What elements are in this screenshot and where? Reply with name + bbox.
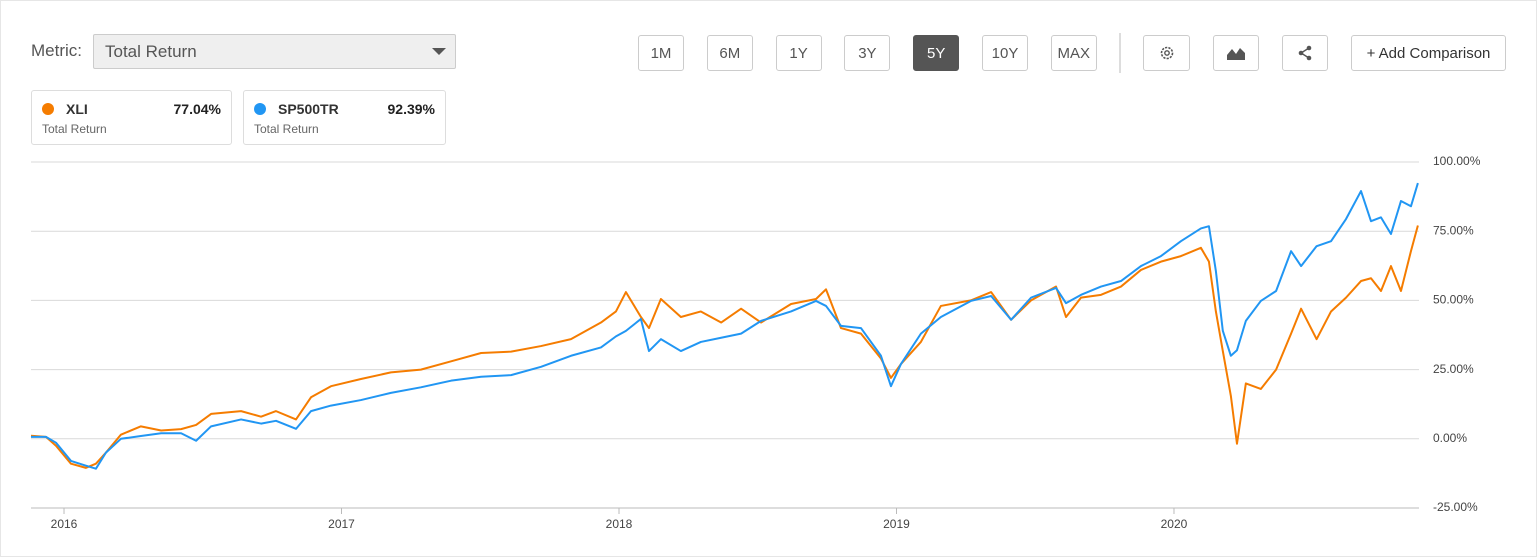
add-comparison-button[interactable]: + Add Comparison bbox=[1351, 35, 1506, 71]
settings-button[interactable] bbox=[1143, 35, 1190, 71]
separator bbox=[1119, 33, 1121, 73]
x-tick-label: 2019 bbox=[883, 517, 910, 531]
legend-name: SP500TR bbox=[278, 101, 339, 117]
chart-icon bbox=[1227, 48, 1245, 60]
x-tick-label: 2020 bbox=[1161, 517, 1188, 531]
legend-subtitle: Total Return bbox=[42, 122, 107, 136]
legend-subtitle: Total Return bbox=[254, 122, 319, 136]
y-tick-label: -25.00% bbox=[1433, 500, 1478, 514]
legend-dot bbox=[42, 103, 54, 115]
x-tick-label: 2017 bbox=[328, 517, 355, 531]
x-tick-label: 2016 bbox=[51, 517, 78, 531]
dropdown-arrow bbox=[432, 48, 446, 55]
range-button[interactable]: MAX bbox=[1050, 35, 1097, 71]
metric-dropdown[interactable]: Total Return bbox=[93, 34, 456, 69]
legend-name: XLI bbox=[66, 101, 88, 117]
legend-dot bbox=[254, 103, 266, 115]
range-button[interactable]: 1Y bbox=[775, 35, 822, 71]
y-tick-label: 50.00% bbox=[1433, 293, 1474, 307]
series-line bbox=[30, 225, 1419, 469]
share-button[interactable] bbox=[1282, 35, 1328, 71]
legend-value: 77.04% bbox=[173, 101, 221, 117]
share-icon bbox=[1298, 45, 1312, 61]
y-tick-label: 25.00% bbox=[1433, 362, 1474, 376]
legend-value: 92.39% bbox=[387, 101, 435, 117]
range-button[interactable]: 10Y bbox=[982, 35, 1028, 71]
metric-label: Metric: bbox=[31, 41, 82, 60]
range-button[interactable]: 5Y bbox=[913, 35, 960, 71]
y-tick-label: 0.00% bbox=[1433, 431, 1467, 445]
series-line bbox=[31, 182, 1419, 470]
x-tick-label: 2018 bbox=[606, 517, 633, 531]
legend-card[interactable]: XLI 77.04% Total Return bbox=[31, 90, 232, 145]
y-tick-label: 75.00% bbox=[1433, 223, 1474, 237]
chart-type-button[interactable] bbox=[1213, 35, 1259, 71]
range-button[interactable]: 6M bbox=[706, 35, 753, 71]
gear-icon bbox=[1160, 46, 1173, 60]
range-button[interactable]: 1M bbox=[638, 35, 684, 71]
legend-card[interactable]: SP500TR 92.39% Total Return bbox=[243, 90, 446, 145]
metric-value: Total Return bbox=[105, 42, 197, 61]
y-tick-label: 100.00% bbox=[1433, 154, 1481, 168]
range-button[interactable]: 3Y bbox=[844, 35, 891, 71]
